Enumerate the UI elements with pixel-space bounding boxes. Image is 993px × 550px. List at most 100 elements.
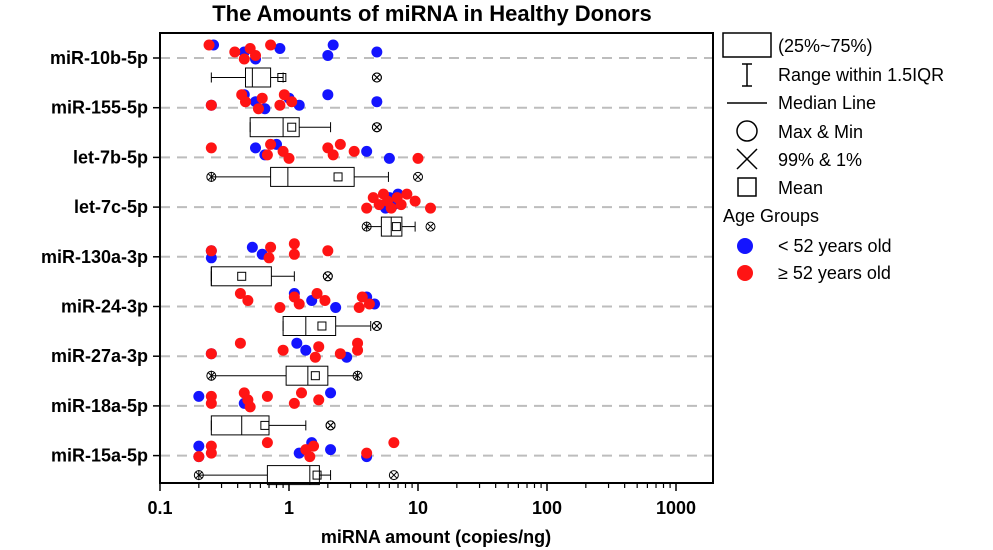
point-old [293, 298, 305, 310]
point-old [348, 145, 360, 157]
box-group [193, 465, 399, 486]
category-label: let-7b-5p [73, 147, 148, 167]
point-old [313, 341, 325, 353]
percentile-cross-b [373, 322, 381, 330]
box-group [206, 166, 423, 187]
data-points [205, 138, 424, 164]
percentile-circle [361, 221, 372, 232]
data-points [205, 89, 383, 115]
data-points [205, 337, 364, 363]
category-label: let-7c-5p [74, 197, 148, 217]
percentile-circle [371, 72, 382, 83]
x-tick-label: 100 [532, 498, 562, 518]
percentile-99-marker [425, 221, 436, 232]
legend-whisker-label: Range within 1.5IQR [778, 65, 944, 85]
percentile-circle [322, 271, 333, 282]
mean-marker [310, 371, 320, 381]
point-old [250, 50, 262, 61]
data-points [361, 188, 437, 214]
point-old [205, 348, 217, 360]
point-old [229, 46, 241, 58]
percentile-cross-b [327, 421, 335, 429]
percentile-99-marker [325, 420, 336, 431]
point-young [300, 344, 312, 356]
percentile-circle [352, 370, 363, 381]
point-old [205, 142, 217, 154]
point-old [412, 152, 424, 164]
percentile-99-marker [371, 72, 382, 83]
box-group [210, 415, 336, 436]
box-group [210, 67, 382, 88]
legend-maxmin-label: Max & Min [778, 122, 863, 142]
point-young [291, 337, 303, 349]
point-old [252, 103, 264, 115]
category-labels: miR-10b-5p miR-155-5p let-7b-5p let-7c-5p mi… [41, 48, 160, 466]
percentile-cross-b [195, 471, 203, 479]
percentile-circle [388, 470, 399, 481]
point-young [383, 152, 395, 164]
point-old [319, 295, 331, 306]
percentile-99-marker [371, 122, 382, 133]
point-old [265, 39, 277, 51]
mean-marker [287, 122, 297, 132]
percentile-circle [413, 171, 423, 182]
point-young [325, 387, 337, 399]
legend-old-label: ≥ 52 years old [778, 263, 891, 283]
point-young [193, 390, 205, 402]
chart-title: The Amounts of miRNA in Healthy Donors [212, 1, 652, 26]
point-old [261, 149, 273, 161]
legend: (25%~75%) Range within 1.5IQR Median Lin… [722, 32, 944, 283]
mean-marker [317, 321, 327, 331]
point-old [363, 298, 375, 310]
point-old [327, 149, 339, 161]
point-young [330, 302, 342, 313]
x-tick-label: 1000 [656, 498, 696, 518]
iqr-box [244, 67, 272, 88]
point-old [309, 351, 321, 363]
point-old [385, 202, 397, 214]
x-tick-label: 10 [408, 498, 428, 518]
iqr-box [270, 166, 355, 187]
point-old [261, 390, 273, 402]
point-young [250, 142, 262, 154]
percentile-circle [371, 321, 382, 331]
point-young [325, 444, 337, 456]
percentile-circle [206, 370, 217, 381]
category-label: miR-15a-5p [51, 446, 148, 466]
point-young [193, 440, 205, 452]
category-label: miR-27a-3p [51, 346, 148, 366]
point-young [322, 50, 334, 61]
point-old [288, 397, 300, 409]
point-young [246, 241, 258, 253]
box-group [249, 117, 382, 138]
legend-box-icon [722, 32, 772, 58]
percentile-1-marker [206, 370, 217, 381]
data-points [203, 39, 383, 65]
percentile-circle [206, 171, 217, 182]
mean-marker [277, 73, 287, 82]
point-old [409, 195, 421, 207]
point-young [322, 89, 334, 101]
point-old [322, 245, 334, 257]
point-young [371, 96, 383, 108]
percentile-circle [371, 122, 382, 133]
point-old [205, 99, 217, 111]
point-old [263, 252, 275, 264]
iqr-box [266, 465, 320, 486]
legend-median-label: Median Line [778, 93, 876, 113]
legend-maxmin-icon [736, 120, 758, 142]
legend-box-label: (25%~75%) [778, 36, 873, 56]
percentile-cross-b [414, 173, 422, 181]
x-tick-label: 1 [284, 498, 294, 518]
point-old [277, 344, 289, 356]
legend-groups-title: Age Groups [723, 206, 819, 226]
plot-marks [193, 39, 437, 486]
mean-marker [333, 172, 343, 182]
box-group [210, 266, 333, 287]
data-points [234, 288, 380, 313]
percentile-99-marker [371, 321, 382, 331]
legend-young-dot [737, 238, 753, 254]
point-old [274, 99, 286, 111]
x-axis: 0.1 1 10 100 1000 [147, 483, 696, 518]
